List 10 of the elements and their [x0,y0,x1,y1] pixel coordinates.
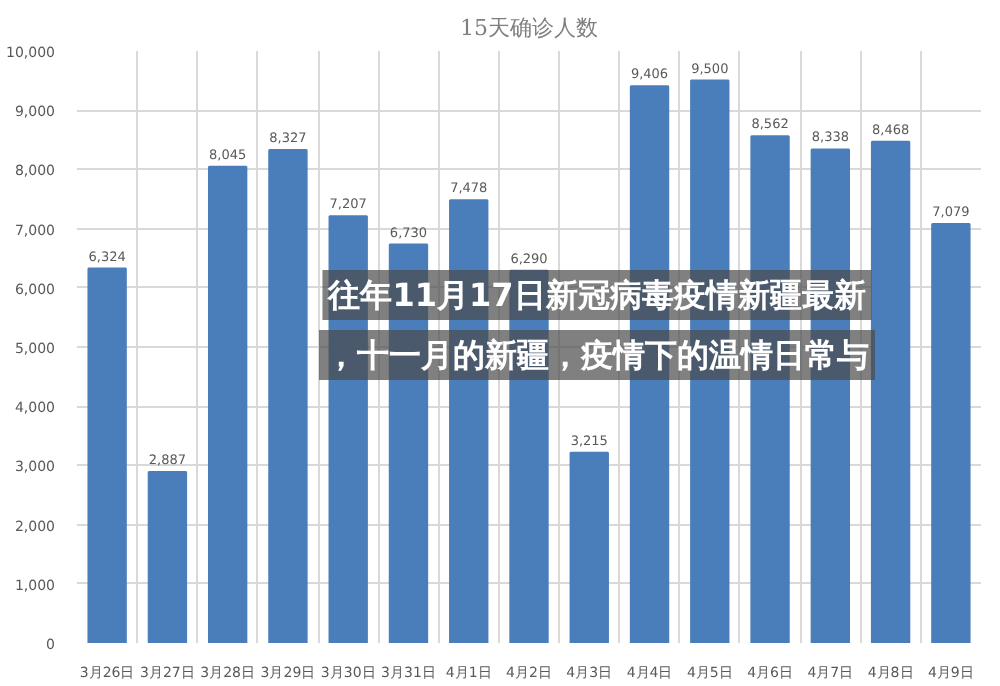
bar [207,165,248,643]
bar [268,149,308,643]
chart-title: 15天确诊人数 [460,15,598,41]
bar [147,471,188,643]
bar [870,140,911,643]
bar [931,222,971,643]
bar [569,451,609,643]
annotation: ，十一月的新疆，疫情下的温情日常与 [325,336,869,374]
bar [87,267,127,643]
annotation: 往年11月17日新冠病毒疫情新疆最新 [326,276,866,314]
